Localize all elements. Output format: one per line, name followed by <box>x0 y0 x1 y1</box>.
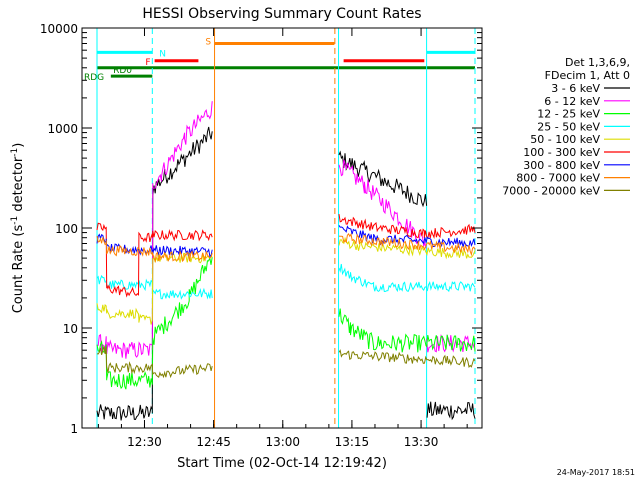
footer-timestamp: 24-May-2017 18:51 <box>557 468 635 477</box>
x-tick-label: 13:00 <box>265 435 300 449</box>
series-segment <box>338 214 476 240</box>
chart-title: HESSI Observing Summary Count Rates <box>142 6 421 22</box>
series-segment <box>426 333 476 353</box>
y-tick-label: 100 <box>55 222 78 236</box>
series-100-300keV-line <box>96 214 476 298</box>
legend-header: FDecim 1, Att 0 <box>545 69 630 82</box>
series-segment <box>426 401 476 421</box>
series-segment <box>96 222 213 298</box>
series-segment <box>96 257 213 390</box>
series-segment <box>96 252 213 325</box>
legend-entry-label: 100 - 300 keV <box>523 146 600 159</box>
y-axis-label: Count Rate (s-1 detector-1) <box>10 143 26 314</box>
series-segment <box>338 225 476 248</box>
legend-entry-label: 7000 - 20000 keV <box>502 184 600 197</box>
series-segment <box>426 334 476 352</box>
series-segment <box>338 349 476 369</box>
state-label-s: S <box>205 37 211 47</box>
legend-entry-label: 300 - 800 keV <box>523 159 600 172</box>
series-segment <box>338 308 427 353</box>
y-tick-label: 1000 <box>47 122 78 136</box>
series-12-25keV-line <box>96 257 476 390</box>
legend-entry-label: 50 - 100 keV <box>530 133 600 146</box>
series-800-7000keV-line <box>96 232 476 263</box>
legend-entry-label: 25 - 50 keV <box>537 120 600 133</box>
x-tick-label: 12:45 <box>196 435 231 449</box>
legend-entry-label: 12 - 25 keV <box>537 108 600 121</box>
series-6-12keV-line <box>96 101 476 359</box>
series-segment <box>338 232 476 257</box>
state-label-f: F <box>145 58 150 68</box>
state-label-rdg: RDG <box>84 73 104 83</box>
state-label-rd0: RD0 <box>113 66 132 76</box>
legend-entry-label: 6 - 12 keV <box>544 95 600 108</box>
x-tick-label: 13:15 <box>335 435 370 449</box>
series-segment <box>96 235 213 263</box>
legend-header: Det 1,3,6,9, <box>565 56 630 69</box>
x-tick-label: 12:30 <box>127 435 162 449</box>
series-segment <box>338 150 428 208</box>
series-segment <box>338 263 476 293</box>
y-tick-label: 1 <box>70 422 78 436</box>
y-tick-label: 10 <box>63 322 78 336</box>
legend-entry-label: 3 - 6 keV <box>551 82 600 95</box>
y-tick-label: 10000 <box>40 22 78 36</box>
x-axis-label: Start Time (02-Oct-14 12:19:42) <box>177 456 387 471</box>
series-25-50keV-line <box>96 263 476 300</box>
x-tick-label: 13:30 <box>404 435 439 449</box>
series-segment <box>96 126 213 421</box>
series-50-100keV-line <box>96 236 476 325</box>
series-segment <box>96 101 213 359</box>
series-3-6keV-line <box>96 126 476 421</box>
series-300-800keV-line <box>96 225 476 258</box>
series-segment <box>338 236 476 260</box>
series-segment <box>96 346 213 379</box>
plot-frame <box>81 27 483 429</box>
series-7000-20000keV-line <box>96 346 476 379</box>
state-label-n: N <box>159 49 166 59</box>
legend-entry-label: 800 - 7000 keV <box>516 172 600 185</box>
